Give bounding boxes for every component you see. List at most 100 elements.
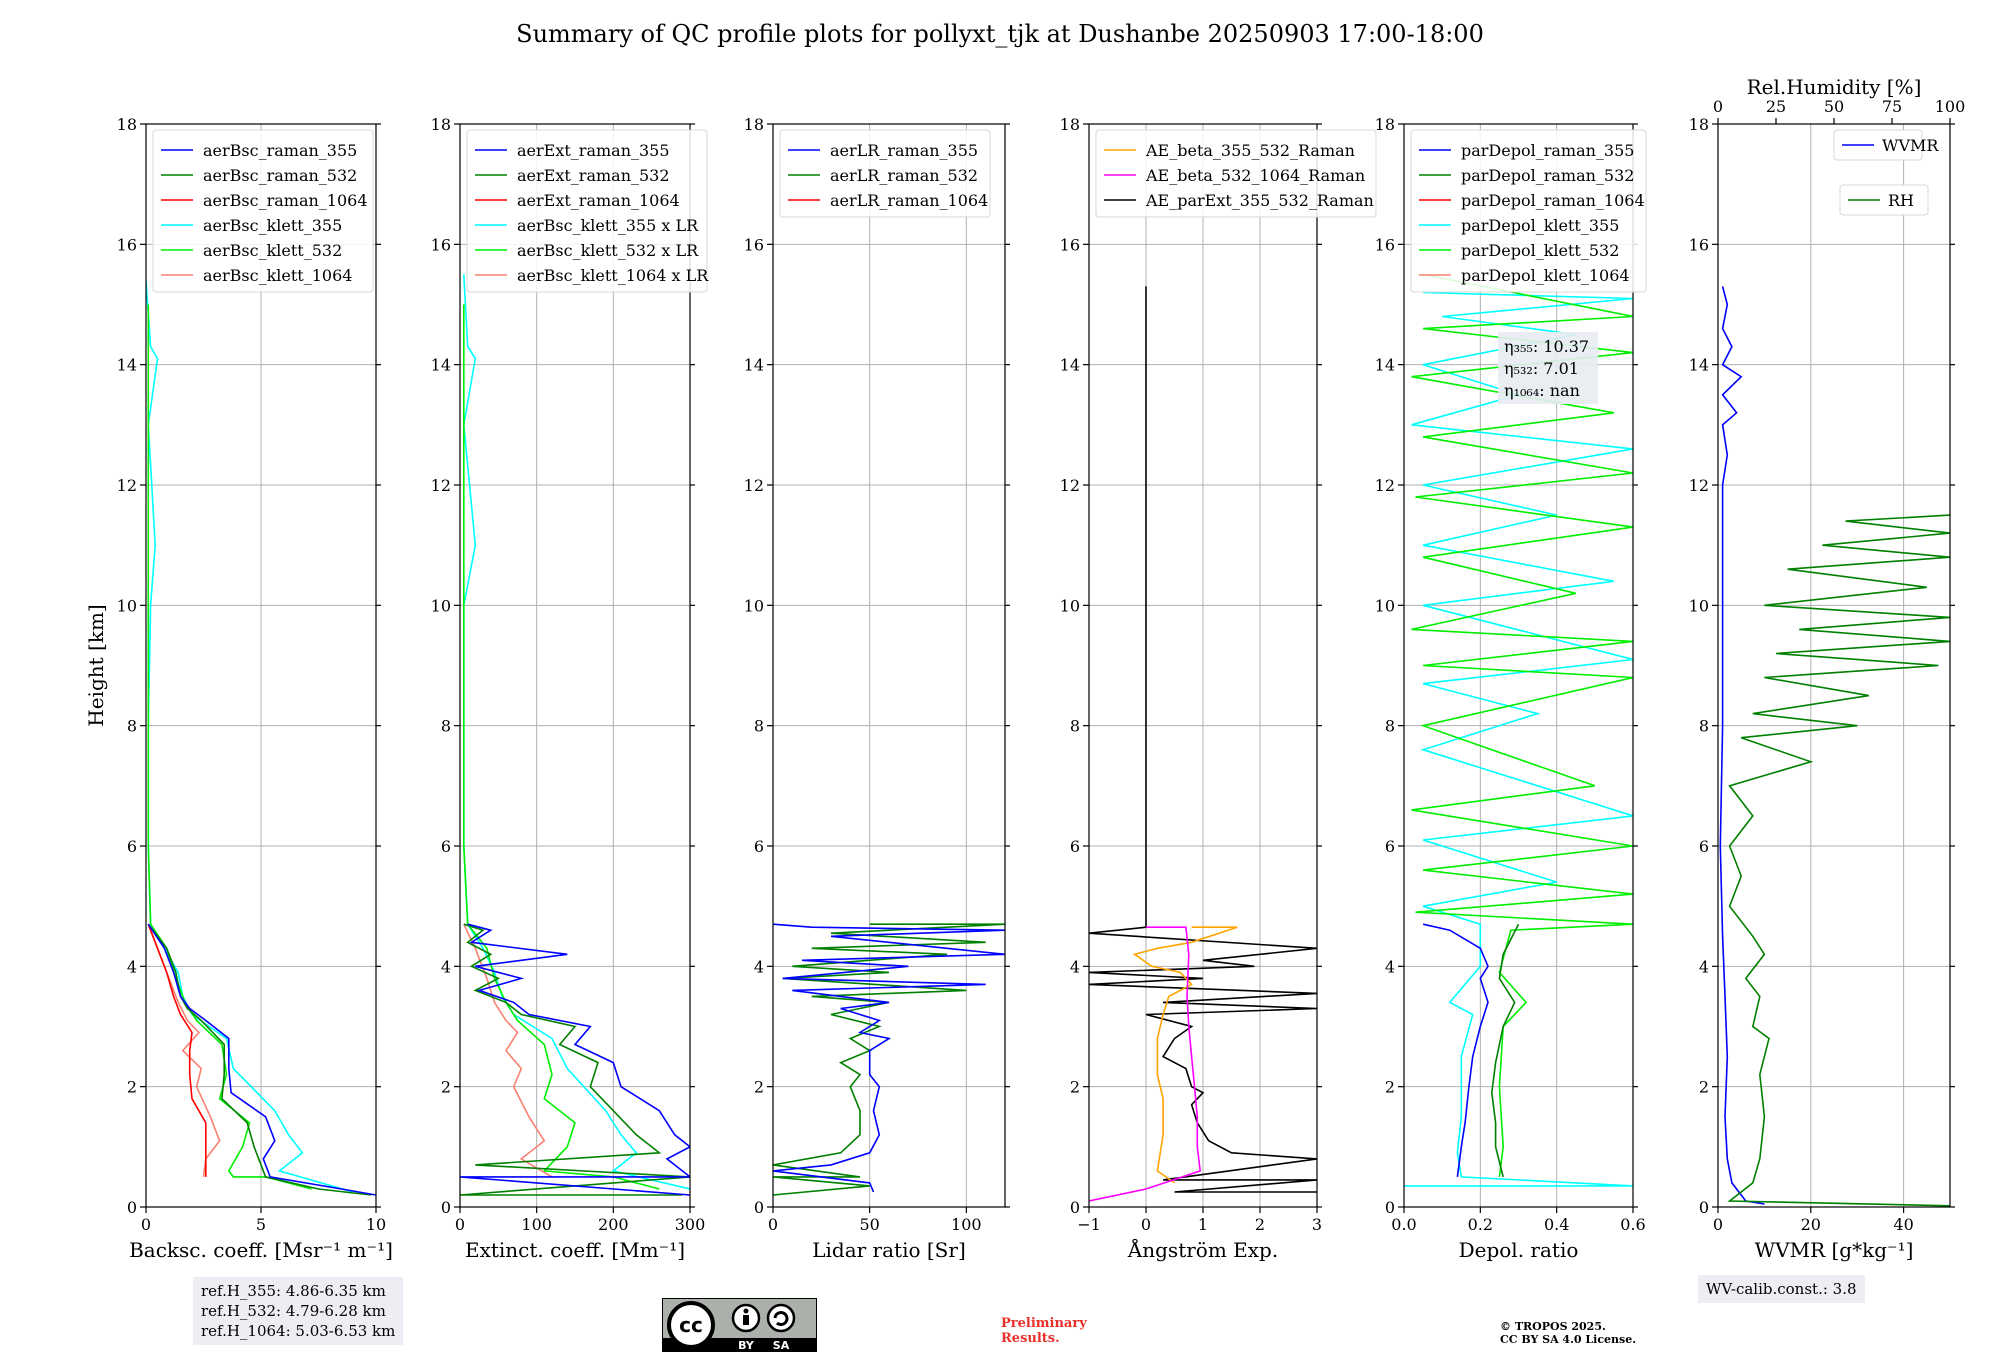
ytick-label: 16 — [1060, 235, 1080, 254]
series-aerBsc_klett_1064 — [147, 923, 221, 1178]
ytick-label: 2 — [127, 1078, 137, 1097]
series-AE_parExt_355_532_Raman — [1089, 286, 1317, 1193]
legend-entry: aerBsc_klett_532 x LR — [517, 241, 699, 260]
series-aerExt_raman_355 — [460, 923, 690, 1196]
ytick-label: 18 — [117, 115, 137, 134]
ytick-label: 14 — [1375, 356, 1395, 375]
ytick-label: 4 — [1385, 957, 1395, 976]
xtick-label: 0 — [768, 1215, 778, 1234]
wv-calib-box: WV-calib.const.: 3.8 — [1698, 1275, 1865, 1303]
ytick-label: 6 — [754, 837, 764, 856]
legend-entry: parDepol_raman_355 — [1461, 141, 1634, 160]
y-axis-label: Height [km] — [84, 604, 108, 726]
eta-value: η₁₀₆₄: nan — [1504, 381, 1580, 400]
ytick-label: 4 — [1699, 957, 1709, 976]
ytick-label: 12 — [1375, 476, 1395, 495]
series-aerExt_raman_532 — [460, 923, 690, 1196]
ytick-label: 8 — [1699, 717, 1709, 736]
legend-entry: RH — [1888, 191, 1914, 210]
legend-entry: parDepol_klett_532 — [1461, 241, 1619, 260]
ytick-label: 16 — [1375, 235, 1395, 254]
copyright-line-2: CC BY SA 4.0 License. — [1500, 1333, 1637, 1346]
ref-h-1064: ref.H_1064: 5.03-6.53 km — [201, 1322, 396, 1340]
ytick-label: 16 — [431, 235, 451, 254]
ytick-label: 0 — [1385, 1198, 1395, 1217]
legend-box — [152, 129, 374, 293]
legend-box — [1839, 184, 1929, 216]
xtick-label: 100 — [521, 1215, 552, 1234]
ytick-label: 14 — [1060, 356, 1080, 375]
series-aerBsc_klett_532 — [147, 304, 312, 1190]
legend-box — [1410, 129, 1647, 293]
series-aerLR_raman_355 — [773, 923, 1005, 1193]
ytick-label: 6 — [441, 837, 451, 856]
xtick-label: 20 — [1801, 1215, 1821, 1234]
ytick-label: 6 — [1699, 837, 1709, 856]
ytick-label: 8 — [754, 717, 764, 736]
plot-frame — [772, 123, 1006, 1208]
legend-entry: aerBsc_raman_1064 — [203, 191, 368, 210]
xtick-label: 0.0 — [1391, 1215, 1416, 1234]
ytick-label: 12 — [744, 476, 764, 495]
series-aerBsc_raman_532 — [147, 923, 372, 1196]
ytick-label: 2 — [1070, 1078, 1080, 1097]
x2-axis-label: Rel.Humidity [%] — [1747, 75, 1922, 99]
legend-entry: aerExt_raman_532 — [517, 166, 670, 185]
ytick-label: 10 — [1060, 596, 1080, 615]
ytick-label: 18 — [431, 115, 451, 134]
xtick-label: 10 — [366, 1215, 386, 1234]
ytick-label: 12 — [117, 476, 137, 495]
preliminary-line-1: Preliminary — [1001, 1316, 1087, 1331]
legend-entry: aerExt_raman_1064 — [517, 191, 680, 210]
xtick-label: 0 — [1141, 1215, 1151, 1234]
legend-entry: parDepol_klett_1064 — [1461, 266, 1630, 285]
xtick-label: 1 — [1198, 1215, 1208, 1234]
ytick-label: 12 — [1689, 476, 1709, 495]
legend-entry: aerBsc_klett_355 x LR — [517, 216, 699, 235]
legend-box — [466, 129, 708, 293]
x-axis-label: WVMR [g*kg⁻¹] — [1755, 1238, 1914, 1262]
series-WVMR — [1719, 286, 1765, 1205]
ytick-label: 0 — [441, 1198, 451, 1217]
series-aerBsc_klett_355 x LR — [462, 274, 690, 1190]
ytick-label: 14 — [431, 356, 451, 375]
xtick-label: 50 — [859, 1215, 879, 1234]
plot-frame — [1403, 123, 1634, 1208]
legend-entry: aerBsc_raman_355 — [203, 141, 357, 160]
x-axis-label: Depol. ratio — [1459, 1238, 1579, 1262]
xtick-label: −1 — [1077, 1215, 1101, 1234]
series-aerLR_raman_532 — [773, 923, 1005, 1196]
xtick-label: 0 — [455, 1215, 465, 1234]
xtick-label: 40 — [1893, 1215, 1913, 1234]
ytick-label: 14 — [744, 356, 764, 375]
cc-by-text: BY — [738, 1339, 755, 1352]
legend-entry: WVMR — [1882, 136, 1939, 155]
legend-entry: aerLR_raman_532 — [830, 166, 978, 185]
ytick-label: 6 — [1385, 837, 1395, 856]
ytick-label: 6 — [1070, 837, 1080, 856]
xtick-label: 0.6 — [1620, 1215, 1645, 1234]
x2tick-label: 75 — [1882, 97, 1902, 116]
ytick-label: 8 — [1385, 717, 1395, 736]
legend-entry: parDepol_klett_355 — [1461, 216, 1619, 235]
preliminary-line-2: Results. — [1001, 1331, 1060, 1346]
xtick-label: 3 — [1312, 1215, 1322, 1234]
series-aerBsc_klett_1064 x LR — [463, 923, 553, 1178]
eta-box — [1498, 332, 1598, 404]
plot-frame — [459, 123, 691, 1208]
ref-h-532: ref.H_532: 4.79-6.28 km — [201, 1302, 386, 1320]
ytick-label: 2 — [1699, 1078, 1709, 1097]
ytick-label: 0 — [127, 1198, 137, 1217]
legend-entry: aerBsc_klett_355 — [203, 216, 342, 235]
series-parDepol_raman_532 — [1490, 923, 1520, 1178]
legend-entry: parDepol_raman_1064 — [1461, 191, 1645, 210]
x-axis-label: Ångström Exp. — [1127, 1237, 1278, 1262]
ref-h-355: ref.H_355: 4.86-6.35 km — [201, 1282, 386, 1300]
xtick-label: 200 — [598, 1215, 629, 1234]
legend-entry: aerBsc_klett_532 — [203, 241, 342, 260]
ytick-label: 10 — [744, 596, 764, 615]
x2tick-label: 50 — [1824, 97, 1844, 116]
ytick-label: 4 — [127, 957, 137, 976]
legend-box — [779, 129, 991, 218]
legend-entry: aerExt_raman_355 — [517, 141, 670, 160]
